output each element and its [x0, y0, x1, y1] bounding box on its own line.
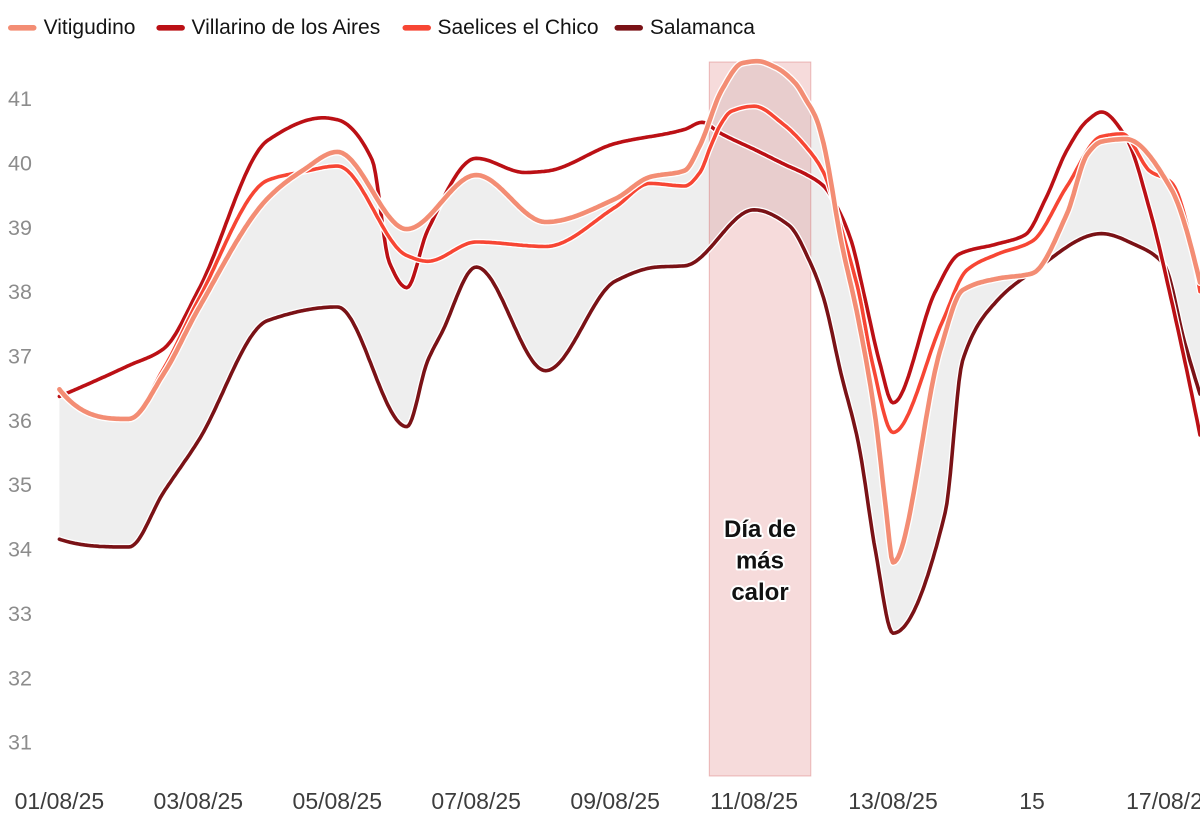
svg-text:01/08/25: 01/08/25 — [15, 788, 105, 814]
svg-text:39: 39 — [8, 216, 32, 240]
svg-text:15: 15 — [1019, 788, 1045, 814]
svg-text:38: 38 — [8, 280, 32, 304]
svg-text:32: 32 — [8, 666, 32, 690]
svg-text:07/08/25: 07/08/25 — [431, 788, 521, 814]
svg-text:37: 37 — [8, 345, 32, 369]
svg-text:11/08/25: 11/08/25 — [710, 788, 798, 814]
svg-text:Día de: Día de — [724, 516, 796, 543]
svg-text:Vitigudino: Vitigudino — [44, 16, 136, 39]
svg-text:más: más — [736, 548, 784, 575]
svg-text:40: 40 — [8, 152, 32, 176]
svg-text:35: 35 — [8, 473, 32, 497]
svg-text:03/08/25: 03/08/25 — [154, 788, 244, 814]
svg-text:36: 36 — [8, 409, 32, 433]
svg-text:09/08/25: 09/08/25 — [570, 788, 660, 814]
svg-text:34: 34 — [8, 538, 32, 562]
svg-text:Salamanca: Salamanca — [650, 16, 755, 39]
svg-text:41: 41 — [8, 87, 32, 111]
svg-text:13/08/25: 13/08/25 — [848, 788, 938, 814]
svg-text:Saelices el Chico: Saelices el Chico — [438, 16, 599, 39]
svg-text:33: 33 — [8, 602, 32, 626]
svg-text:17/08/25: 17/08/25 — [1126, 788, 1200, 814]
svg-text:calor: calor — [731, 579, 788, 606]
svg-text:Villarino de los Aires: Villarino de los Aires — [192, 16, 381, 39]
svg-text:31: 31 — [8, 731, 32, 755]
svg-text:05/08/25: 05/08/25 — [293, 788, 383, 814]
